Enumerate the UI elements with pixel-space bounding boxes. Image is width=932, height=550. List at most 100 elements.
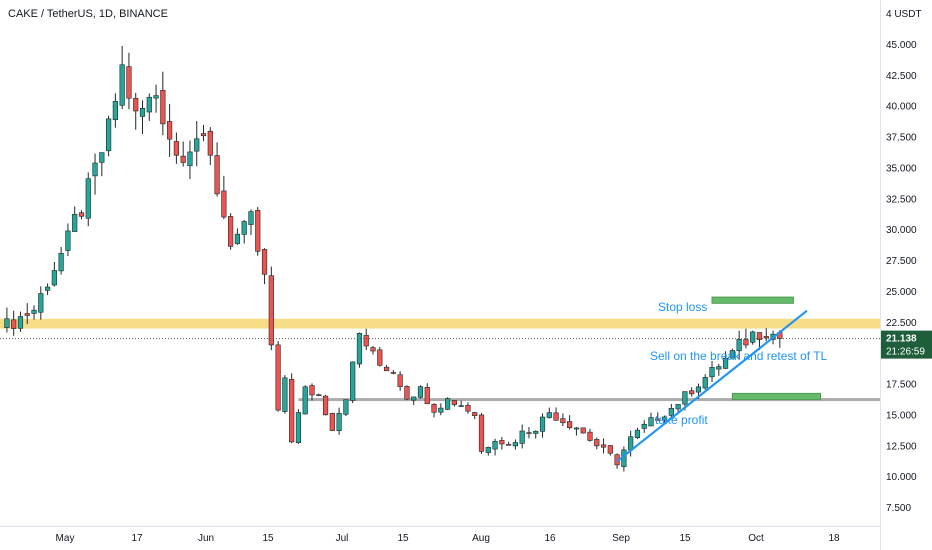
time-tick-label: Jul [336,533,349,544]
candle-body [702,377,708,389]
candle-body [526,432,532,434]
candle-body [587,431,593,441]
candle-body [282,377,288,412]
candle-body [465,404,471,412]
candle-body [78,212,85,217]
candle-body [58,252,64,272]
candle-body [99,152,105,163]
candle-body [417,386,424,398]
candle-body [65,230,71,251]
candle-body [200,133,207,137]
candle-body [512,442,518,447]
candle-body [316,394,322,397]
price-tick-label: 15.000 [886,410,917,421]
candle-body [600,444,607,448]
candle-body [329,413,335,431]
time-tick-label: 15 [262,533,274,544]
candle-body [139,108,146,117]
candle-body [682,391,688,405]
candle-body [750,331,756,343]
candle-body [322,395,329,416]
candle-body [234,233,241,244]
candle-body [689,390,695,395]
resistance-zone [0,318,880,329]
candle-body [438,407,444,413]
candle-body [268,275,274,346]
candle-body [506,443,512,446]
candle-body [743,339,749,346]
sell-note-label: Sell on the break and retest of TL [650,349,828,363]
candle-body [736,339,742,352]
candle-body [153,95,159,99]
candle-body [85,178,91,219]
candle-body [31,309,37,314]
plot-background [0,0,880,526]
candle-body [668,408,674,416]
candle-body [546,412,552,418]
candle-body [187,151,193,167]
candle-body [634,429,641,438]
candle-body [573,427,580,430]
candle-body [641,423,647,429]
candle-body [221,190,227,218]
candle-body [295,412,302,443]
candle-body [492,440,498,450]
price-tick-label: 30.000 [886,225,917,236]
candle-body [377,349,383,366]
current-price-tag [881,330,932,359]
time-tick-label: Sep [612,533,630,544]
candle-body [180,155,186,163]
candle-body [580,427,586,434]
stop-loss-box[interactable] [711,296,794,304]
candle-body [756,332,763,340]
time-tick-label: Oct [748,533,764,544]
candle-body [309,385,315,396]
candle-body [607,445,613,454]
candle-body [458,405,464,407]
time-tick-label: Aug [472,533,490,544]
price-tick-label: 12.500 [886,441,917,452]
candle-body [44,286,51,291]
candle-body [472,412,478,417]
candle-body [112,101,118,121]
candle-body [594,439,600,447]
candle-body [302,386,308,415]
candle-body [397,374,403,388]
candle-body [560,418,566,424]
candle-body [655,418,661,421]
candle-body [214,155,220,195]
price-axis-panel [880,0,932,550]
stop-loss-label: Stop loss [658,300,707,314]
price-tick-label: 42.500 [886,71,917,82]
candle-body [763,336,769,339]
take-profit-label: take profit [655,413,708,427]
trendline[interactable] [616,309,808,463]
candle-body [4,318,10,328]
candle-body [173,141,180,156]
currency-label: 4 USDT [886,9,922,20]
candle-body [729,350,735,359]
current-price-value: 21.138 [886,334,917,345]
candle-body [17,316,24,329]
candle-body [228,216,234,247]
bar-countdown: 21:26:59 [886,347,925,358]
time-tick-label: 16 [544,533,556,544]
candle-body [567,421,573,428]
candle-body [709,367,715,378]
candle-body [648,417,654,427]
candle-body [661,416,668,421]
time-tick-label: 18 [828,533,840,544]
candle-body [444,398,451,410]
candle-body [553,412,559,421]
candle-body [336,412,342,431]
candle-body [207,130,213,156]
candle-body [24,313,30,316]
take-profit-box[interactable] [731,392,821,401]
candle-body [126,66,132,99]
candle-body [119,64,125,106]
price-tick-label: 10.000 [886,472,917,483]
candle-body [289,379,295,443]
price-tick-label: 40.000 [886,102,917,113]
